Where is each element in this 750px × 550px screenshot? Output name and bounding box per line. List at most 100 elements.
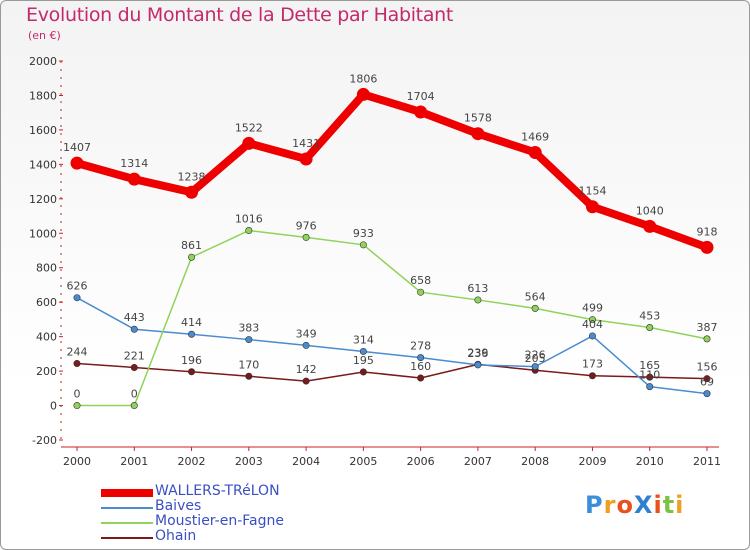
- logo-letter: t: [662, 491, 676, 519]
- data-label-ohain: 156: [697, 361, 718, 374]
- data-point-baives: [703, 390, 711, 398]
- legend-item-baives: Baives: [101, 498, 361, 515]
- logo-letter: r: [603, 491, 617, 519]
- data-point-moustier-en-fagne: [588, 316, 596, 324]
- x-tick-label: 2000: [63, 455, 91, 468]
- data-point-ohain: [646, 373, 654, 381]
- data-point-ohain: [417, 374, 425, 382]
- data-label-moustier-en-fagne: 1016: [235, 213, 263, 226]
- x-tick-label: 2007: [464, 455, 492, 468]
- data-label-moustier-en-fagne: 564: [525, 290, 546, 303]
- data-label-baives: 278: [410, 340, 431, 353]
- legend-swatch-moustier-en-fagne: [101, 521, 153, 524]
- chart-axes: -200020040060080010001200140016001800200…: [29, 55, 721, 468]
- legend-label-wallers-trelon: WALLERS-TRéLON: [155, 483, 280, 499]
- data-label-ohain: 160: [410, 360, 431, 373]
- y-tick-label: 200: [36, 365, 57, 378]
- x-tick-label: 2010: [636, 455, 664, 468]
- x-tick-label: 2005: [349, 455, 377, 468]
- data-point-baives: [73, 294, 81, 302]
- data-label-moustier-en-fagne: 0: [131, 388, 138, 401]
- y-tick-label: 1000: [29, 227, 57, 240]
- data-label-moustier-en-fagne: 933: [353, 227, 374, 240]
- data-label-wallers-tr-lon: 1806: [349, 72, 377, 85]
- data-label-ohain: 205: [525, 352, 546, 365]
- data-label-wallers-tr-lon: 918: [697, 225, 718, 238]
- x-tick-label: 2011: [693, 455, 721, 468]
- y-tick-label: 1400: [29, 158, 57, 171]
- data-point-ohain: [245, 372, 253, 380]
- data-label-baives: 110: [639, 369, 660, 382]
- data-label-ohain: 142: [296, 363, 317, 376]
- y-tick-label: 400: [36, 331, 57, 344]
- data-point-ohain: [73, 360, 81, 368]
- data-label-wallers-tr-lon: 1522: [235, 121, 263, 134]
- x-tick-label: 2009: [578, 455, 606, 468]
- data-point-baives: [588, 332, 596, 340]
- data-label-ohain: 170: [238, 358, 259, 371]
- data-label-moustier-en-fagne: 613: [467, 282, 488, 295]
- data-point-wallers-tr-lon: [70, 156, 84, 170]
- chart-subtitle: (en €): [28, 29, 61, 42]
- data-label-baives: 414: [181, 316, 202, 329]
- legend-item-ohain: Ohain: [101, 528, 361, 545]
- y-tick-label: 0: [50, 400, 57, 413]
- data-point-wallers-tr-lon: [185, 185, 199, 199]
- data-label-ohain: 173: [582, 358, 603, 371]
- logo-letter: i: [675, 491, 685, 519]
- data-label-moustier-en-fagne: 976: [296, 219, 317, 232]
- data-point-moustier-en-fagne: [531, 304, 539, 312]
- data-label-wallers-tr-lon: 1431: [292, 137, 320, 150]
- data-label-ohain: 165: [639, 359, 660, 372]
- data-point-moustier-en-fagne: [417, 288, 425, 296]
- series-line-moustier-en-fagne: [76, 229, 708, 407]
- chart-title: Evolution du Montant de la Dette par Hab…: [26, 4, 454, 26]
- logo-letter: X: [633, 491, 654, 519]
- legend-label-moustier-en-fagne: Moustier-en-Fagne: [155, 513, 284, 529]
- series-line-ohain: [76, 362, 708, 382]
- data-point-baives: [531, 363, 539, 371]
- data-point-moustier-en-fagne: [474, 296, 482, 304]
- data-point-ohain: [188, 368, 196, 376]
- data-point-baives: [130, 325, 138, 333]
- data-point-ohain: [588, 372, 596, 380]
- series-line-baives: [76, 296, 708, 395]
- series-layer: [70, 87, 714, 410]
- data-point-wallers-tr-lon: [242, 136, 256, 150]
- data-point-wallers-tr-lon: [414, 105, 428, 119]
- data-label-baives: 383: [238, 322, 259, 335]
- series-line-wallers-tr-lon: [73, 90, 711, 252]
- legend-item-moustier-en-fagne: Moustier-en-Fagne: [101, 513, 361, 530]
- data-point-moustier-en-fagne: [703, 335, 711, 343]
- data-label-baives: 226: [525, 349, 546, 362]
- x-tick-label: 2001: [120, 455, 148, 468]
- data-point-moustier-en-fagne: [646, 324, 654, 332]
- data-point-baives: [646, 383, 654, 391]
- y-tick-label: 800: [36, 262, 57, 275]
- legend-label-ohain: Ohain: [155, 528, 197, 544]
- data-label-baives: 236: [467, 347, 488, 360]
- data-point-baives: [245, 336, 253, 344]
- data-point-wallers-tr-lon: [700, 240, 714, 254]
- data-point-ohain: [130, 363, 138, 371]
- data-label-baives: 314: [353, 333, 374, 346]
- logo-letter: o: [616, 491, 634, 519]
- data-label-baives: 404: [582, 318, 603, 331]
- data-point-ohain: [302, 377, 310, 385]
- data-label-moustier-en-fagne: 658: [410, 274, 431, 287]
- logo-letter: i: [653, 491, 663, 519]
- data-point-baives: [188, 330, 196, 338]
- data-point-wallers-tr-lon: [643, 219, 657, 233]
- data-label-baives: 69: [700, 376, 714, 389]
- data-labels-layer: 244 221 196 170 142 195 160 239 205 173 165 156 626 4…: [63, 72, 718, 400]
- data-label-ohain: 221: [124, 349, 145, 362]
- data-label-wallers-tr-lon: 1469: [521, 130, 549, 143]
- data-point-wallers-tr-lon: [356, 87, 370, 101]
- data-point-baives: [474, 361, 482, 369]
- legend-swatch-baives: [101, 506, 153, 509]
- data-label-ohain: 239: [467, 346, 488, 359]
- data-label-baives: 626: [67, 280, 88, 293]
- data-label-wallers-tr-lon: 1238: [178, 170, 206, 183]
- data-label-wallers-tr-lon: 1040: [636, 204, 664, 217]
